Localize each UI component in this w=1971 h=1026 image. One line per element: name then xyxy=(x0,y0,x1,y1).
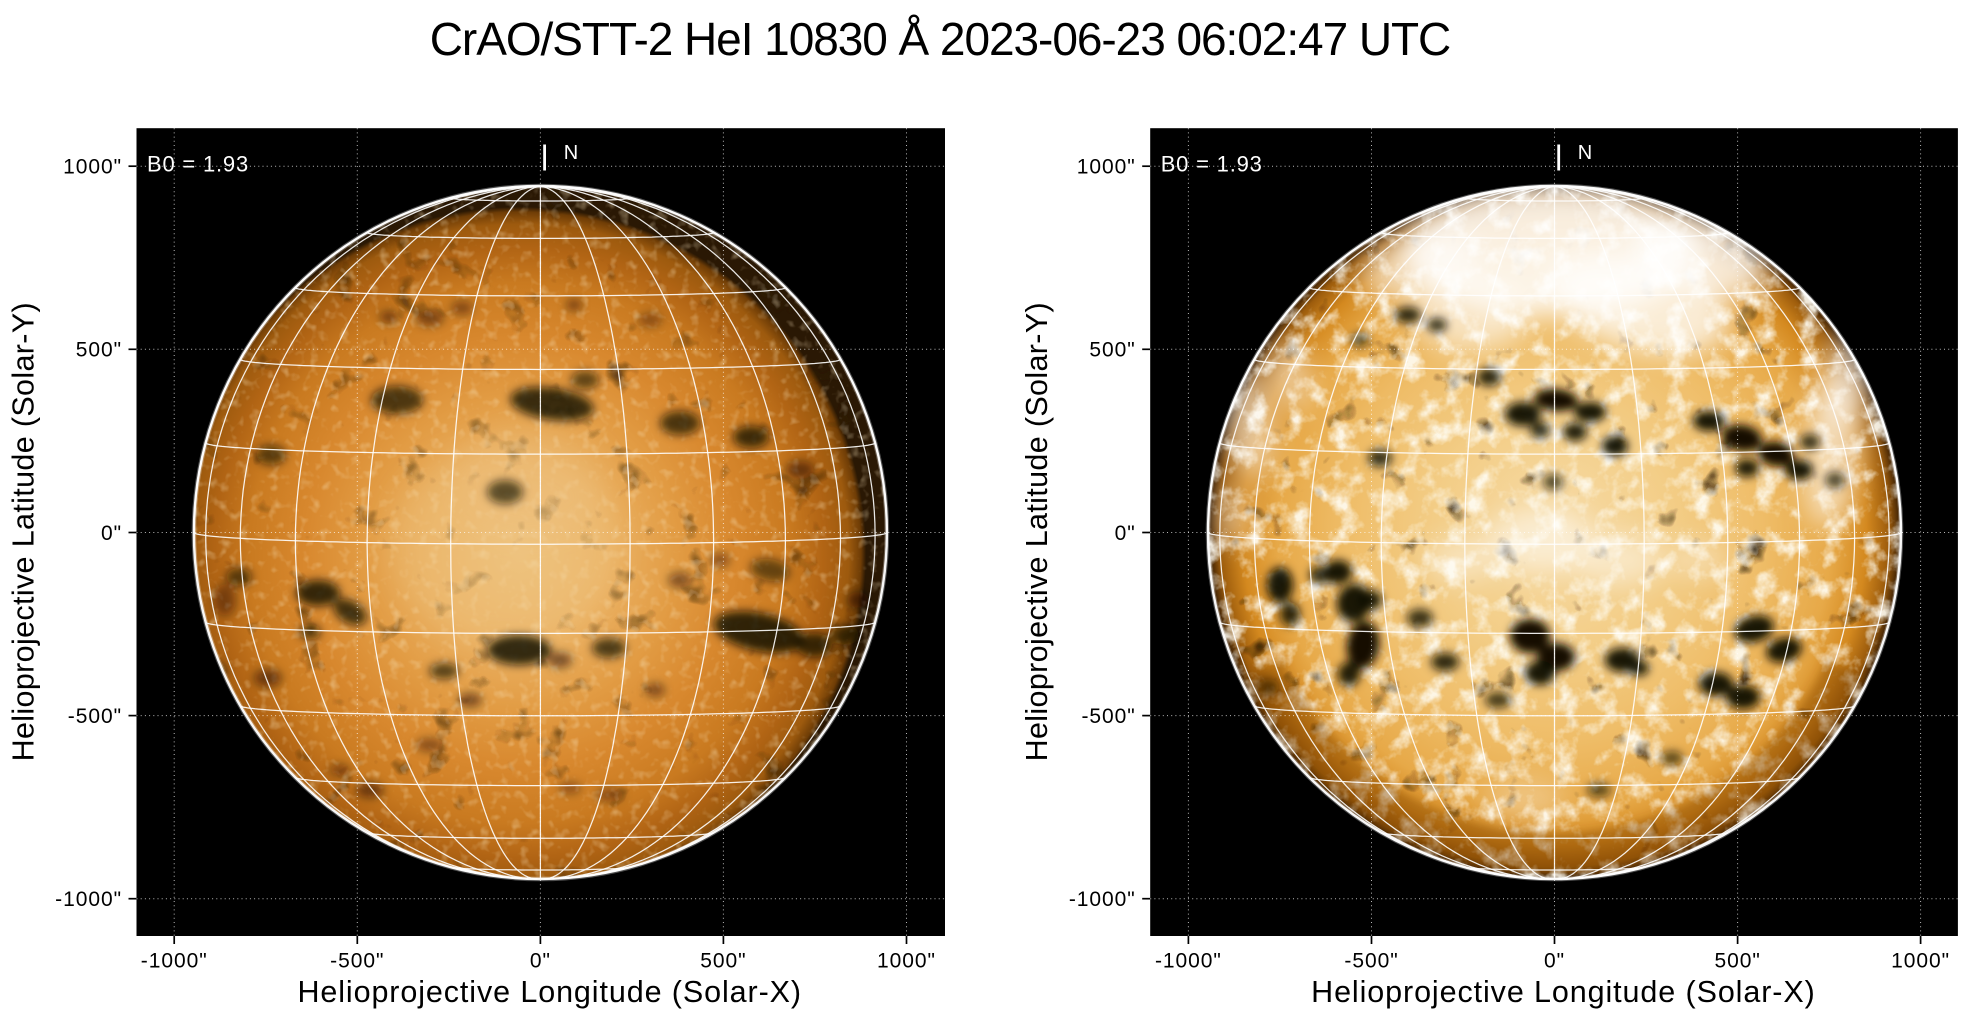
svg-text:500": 500" xyxy=(1714,950,1760,973)
svg-text:B0 = 1.93: B0 = 1.93 xyxy=(1161,152,1263,177)
svg-text:-500": -500" xyxy=(330,950,384,973)
svg-text:-500": -500" xyxy=(1081,705,1135,728)
svg-text:Helioprojective Longitude (Sol: Helioprojective Longitude (Solar-X) xyxy=(297,975,802,1009)
svg-text:500": 500" xyxy=(76,339,122,362)
svg-text:1000": 1000" xyxy=(877,950,936,973)
svg-text:B0 = 1.93: B0 = 1.93 xyxy=(147,152,249,177)
svg-text:N: N xyxy=(564,142,578,164)
svg-text:-1000": -1000" xyxy=(1155,950,1222,973)
svg-text:-1000": -1000" xyxy=(141,950,208,973)
svg-text:0": 0" xyxy=(1115,522,1136,545)
svg-text:CrAO/STT-2 HeI 10830 Å 2023-06: CrAO/STT-2 HeI 10830 Å 2023-06-23 06:02:… xyxy=(430,13,1450,65)
svg-text:-1000": -1000" xyxy=(55,888,122,911)
svg-text:Helioprojective Longitude (Sol: Helioprojective Longitude (Solar-X) xyxy=(1311,975,1816,1009)
svg-text:500": 500" xyxy=(1089,339,1135,362)
svg-text:500": 500" xyxy=(700,950,746,973)
svg-text:Helioprojective Latitude (Sola: Helioprojective Latitude (Solar-Y) xyxy=(7,302,41,761)
svg-text:-1000": -1000" xyxy=(1069,888,1136,911)
svg-text:1000": 1000" xyxy=(1077,156,1136,179)
svg-text:1000": 1000" xyxy=(1891,950,1950,973)
svg-text:-500": -500" xyxy=(1344,950,1398,973)
svg-text:-500": -500" xyxy=(68,705,122,728)
svg-text:Helioprojective Latitude (Sola: Helioprojective Latitude (Solar-Y) xyxy=(1020,302,1054,761)
svg-text:0": 0" xyxy=(101,522,122,545)
svg-text:0": 0" xyxy=(530,950,551,973)
svg-text:1000": 1000" xyxy=(63,156,122,179)
svg-text:N: N xyxy=(1578,142,1592,164)
svg-text:0": 0" xyxy=(1544,950,1565,973)
